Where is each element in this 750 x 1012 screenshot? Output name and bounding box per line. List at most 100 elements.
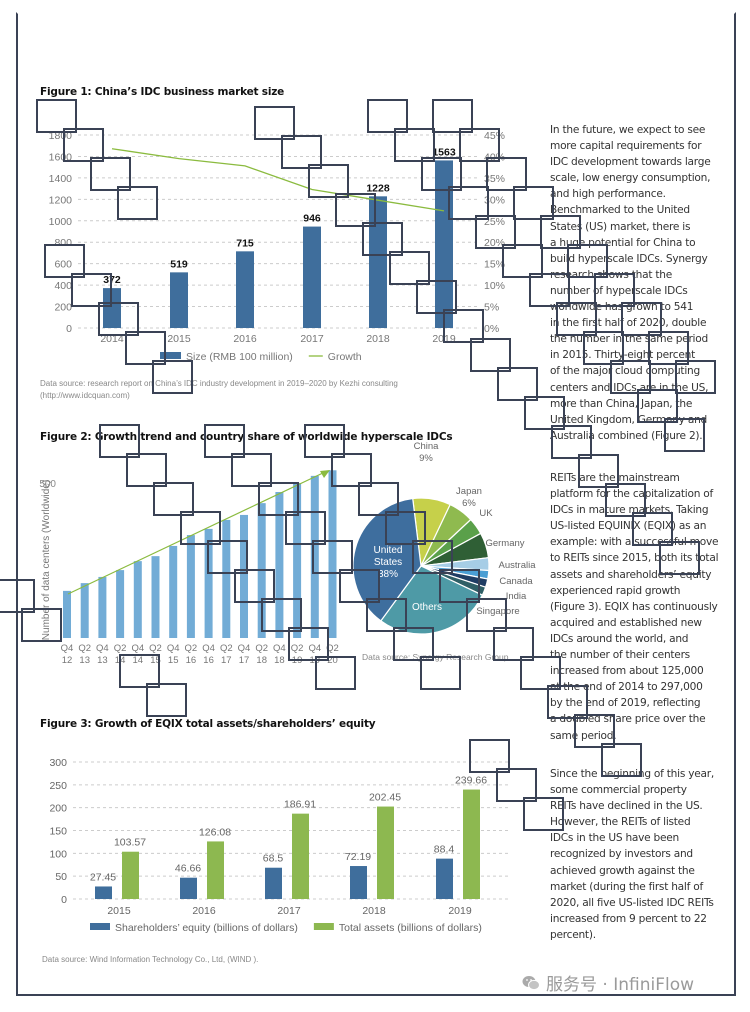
bar-datacenters (310, 475, 319, 638)
bar-assets-2016 (207, 841, 224, 899)
y-left-tick-label: 200 (54, 302, 72, 314)
text-line: centers and IDCs are in the US, (550, 381, 709, 394)
bar-datacenters (257, 503, 266, 638)
text-line: IDCs around the world, and (550, 632, 689, 645)
x-tick-label-quarter: Q4 (202, 643, 215, 654)
x-tick-label-quarter: Q4 (308, 643, 321, 654)
text-line: Australia combined (Figure 2). (550, 429, 703, 442)
x-tick-label-quarter: Q4 (61, 643, 74, 654)
x-tick-label: 2017 (277, 905, 301, 917)
figure1-title: Figure 1: China’s IDC business market si… (40, 86, 285, 98)
watermark: 服务号 · InfiniFlow (522, 970, 694, 995)
equity-value-label: 88.4 (434, 844, 455, 856)
pie-label-us: States (374, 557, 402, 568)
x-tick-label-year: 15 (168, 655, 179, 666)
equity-value-label: 27.45 (90, 871, 116, 883)
text-line: the number in the same period (550, 333, 708, 346)
y-right-tick-label: 10% (484, 280, 505, 292)
bar-assets-2019 (463, 789, 480, 899)
x-tick-label-quarter: Q2 (291, 643, 304, 654)
text-line: Since the beginning of this year, (550, 768, 714, 780)
text-line: to REITs since 2015, both its total (550, 552, 719, 565)
x-tick-label-year: 16 (203, 655, 214, 666)
pie-label-us: 38% (378, 569, 398, 580)
text-line: 2020, all five US-listed IDC REITs (550, 896, 714, 909)
figure3-title: Figure 3: Growth of EQIX total assets/sh… (40, 718, 376, 730)
bar-datacenters (98, 576, 107, 638)
bar-datacenters (151, 556, 160, 638)
bar-value-label: 715 (236, 237, 254, 249)
y-right-tick-label: 15% (484, 259, 505, 271)
x-tick-label-year: 14 (115, 655, 126, 666)
y-right-tick-label: 0% (484, 323, 499, 335)
text-line: US-listed EQUINIX (EQIX) as an (550, 520, 707, 533)
x-tick-label-quarter: Q2 (78, 643, 91, 654)
bar-size-2014 (103, 288, 121, 328)
y-right-tick-label: 45% (484, 130, 505, 142)
x-tick-label-year: 15 (150, 655, 161, 666)
figure1-source: Data source: research report on China’s … (40, 379, 398, 388)
pie-label: 9% (419, 453, 433, 464)
pie-label: Singapore (476, 606, 519, 617)
y-tick-label: 100 (49, 848, 67, 860)
bar-equity-2018 (350, 866, 367, 899)
figure3-source: Data source: Wind Information Technology… (42, 955, 258, 964)
body-paragraph-3: Since the beginning of this year, some co… (550, 766, 720, 943)
y-left-tick-label: 1600 (49, 151, 73, 163)
x-tick-label-year: 14 (133, 655, 144, 666)
x-tick-label-quarter: Q4 (131, 643, 144, 654)
figure2-title: Figure 2: Growth trend and country share… (40, 431, 453, 443)
bar-datacenters (204, 528, 213, 638)
x-tick-label: 2015 (107, 905, 131, 917)
x-tick-label-year: 17 (239, 655, 250, 666)
pie-label-us: United (374, 545, 403, 556)
y-axis-label: Number of data centers (Worldwide) (41, 480, 52, 640)
x-tick-label: 2015 (167, 333, 191, 345)
y-tick-label: 50 (55, 871, 67, 883)
legend-label-equity: Shareholders’ equity (billions of dollar… (115, 922, 298, 934)
x-tick-label: 2017 (300, 333, 324, 345)
text-line: REITs are the mainstream (550, 472, 680, 484)
x-tick-label-quarter: Q4 (238, 643, 251, 654)
pie-label: China (414, 441, 440, 452)
text-line: the number of their centers (550, 649, 690, 662)
bar-equity-2019 (436, 858, 453, 899)
y-tick-label: 0 (61, 894, 67, 906)
body-paragraph-2: REITs are the mainstream platform for the… (550, 470, 720, 744)
x-tick-label-quarter: Q2 (326, 643, 339, 654)
pie-label: Japan (456, 486, 482, 497)
equity-value-label: 68.5 (263, 853, 284, 865)
text-line: more capital requirements for (550, 140, 702, 153)
x-tick-label-quarter: Q2 (255, 643, 268, 654)
assets-value-label: 103.57 (114, 837, 146, 849)
y-right-tick-label: 35% (484, 173, 505, 185)
text-line: in 2015. Thirty-eight percent (550, 349, 696, 362)
legend-label-assets: Total assets (billions of dollars) (339, 922, 482, 934)
bar-value-label: 946 (303, 213, 321, 225)
bar-datacenters (63, 590, 71, 638)
text-line: IDCs in mature markets. Taking (550, 504, 709, 517)
pie-label: Australia (499, 560, 537, 571)
assets-value-label: 126.08 (199, 826, 231, 838)
watermark-text: 服务号 · InfiniFlow (546, 975, 695, 995)
text-line: experienced rapid growth (550, 584, 681, 597)
bar-size-2017 (303, 226, 321, 328)
text-line: acquired and established new (550, 616, 702, 629)
bar-datacenters (133, 561, 142, 638)
bar-size-2015 (170, 272, 188, 328)
x-tick-label: 2018 (362, 905, 386, 917)
text-line: more than China, Japan, the (550, 397, 693, 410)
text-line: example: with a successful move (550, 536, 719, 549)
text-line: increased from 9 percent to 22 (550, 912, 707, 925)
wechat-icon (522, 975, 540, 991)
x-tick-label-quarter: Q2 (149, 643, 162, 654)
bar-assets-2017 (292, 813, 309, 899)
assets-value-label: 186.91 (284, 799, 316, 811)
bar-value-label: 372 (103, 274, 121, 286)
y-right-tick-label: 20% (484, 237, 505, 249)
trend-arrow (67, 471, 326, 595)
bar-datacenters (116, 570, 125, 638)
text-line: some commercial property (550, 784, 687, 797)
text-line: achieved growth against the (550, 864, 695, 877)
y-tick-label: 500 (39, 479, 56, 490)
